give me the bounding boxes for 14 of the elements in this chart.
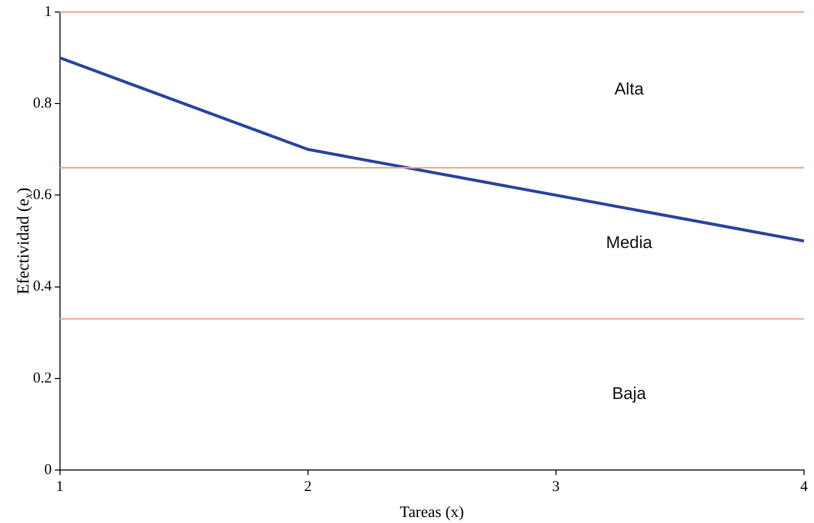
x-tick-label: 1 — [56, 478, 64, 495]
x-tick-label: 2 — [304, 478, 312, 495]
y-tick-label: 0 — [44, 462, 52, 478]
x-tick-label: 4 — [800, 478, 808, 495]
y-tick-label: 1 — [44, 4, 52, 20]
y-tick-label: 0.8 — [33, 96, 52, 112]
annotation: Baja — [612, 384, 647, 404]
annotation: Alta — [614, 80, 644, 99]
y-tick-label: 0.2 — [33, 370, 52, 386]
annotation: Media — [606, 232, 653, 252]
y-tick-label: 0.4 — [33, 278, 52, 295]
x-tick-label: 3 — [552, 478, 560, 495]
x-axis-title: Tareas (x) — [400, 504, 464, 522]
y-tick-label: 0.6 — [33, 187, 52, 204]
